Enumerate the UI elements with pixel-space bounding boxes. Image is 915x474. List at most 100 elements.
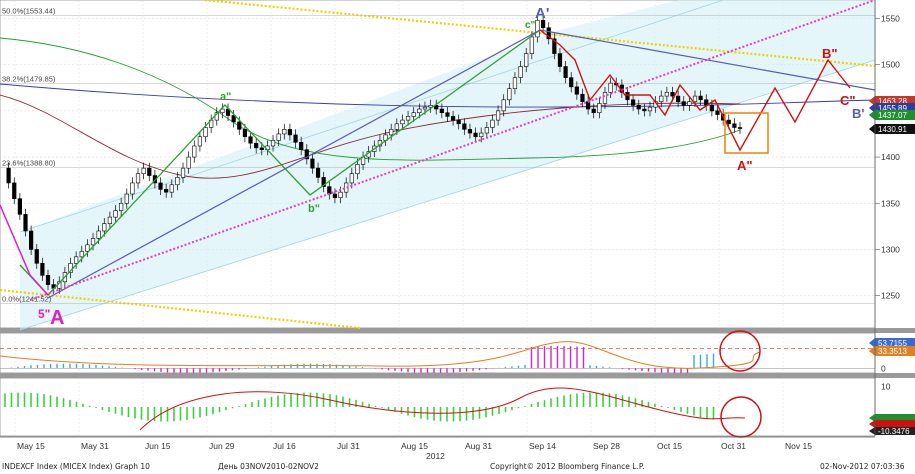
wave-label: c"	[525, 20, 536, 31]
candle-body	[389, 129, 394, 136]
candle-body	[259, 147, 264, 150]
candle-body	[107, 216, 112, 224]
candle-body	[158, 182, 163, 190]
osc2-tick-label: 10	[881, 381, 891, 391]
candle-body	[574, 86, 579, 95]
candle-body	[608, 82, 613, 93]
candle-body	[495, 110, 501, 121]
candle-body	[417, 108, 422, 114]
candle-body	[456, 119, 461, 125]
candle-body	[467, 129, 473, 134]
candle-body	[462, 123, 467, 130]
wave-label: C"	[840, 93, 856, 108]
candle-body	[85, 244, 90, 252]
price-tick-label: 1350	[881, 198, 900, 208]
x-tick-label: Oct 31	[721, 441, 746, 451]
candle-body	[34, 249, 39, 264]
candle-body	[737, 127, 743, 129]
fib-level-label: 0.0%(1241.52)	[2, 294, 52, 303]
candle-body	[535, 20, 540, 38]
candle-body	[405, 116, 411, 121]
x-tick-label: Jul 31	[337, 441, 360, 451]
x-tick-label: Sep 28	[593, 441, 620, 451]
candle-body	[524, 53, 529, 67]
candle-body	[490, 119, 495, 128]
price-flag-value: 1463.28	[878, 97, 907, 106]
candle-body	[192, 145, 197, 158]
candle-body	[45, 275, 51, 285]
osc1-highlight-circle	[719, 330, 761, 372]
footer-bar: INDEXCF Index (MICEX Index) Graph 10 Ден…	[0, 461, 915, 474]
candle-body	[715, 110, 720, 115]
yellow-support-line	[0, 288, 361, 330]
candle-body	[434, 105, 439, 110]
candle-body	[439, 108, 444, 114]
candle-body	[529, 36, 534, 54]
oscillator-1-panel	[0, 332, 876, 374]
candle-body	[664, 92, 669, 97]
candle-body	[113, 210, 118, 218]
candle-body	[687, 101, 692, 106]
footer-period: День 03NOV2010-02NOV2	[218, 462, 319, 471]
candle-body	[631, 99, 636, 106]
wave-label: a"	[220, 91, 231, 103]
price-tick-label: 1250	[881, 291, 900, 301]
wave-label: B"	[822, 46, 838, 61]
candle-body	[282, 129, 287, 135]
candle-body	[698, 95, 703, 101]
fib-level-label: 38.2%(1479.85)	[2, 74, 56, 83]
candle-body	[512, 77, 518, 89]
candle-body	[175, 177, 180, 186]
candle-body	[580, 93, 585, 102]
candle-body	[332, 193, 338, 199]
candle-body	[17, 198, 22, 215]
osc2-flag-value: -10.3476	[878, 427, 910, 436]
candle-body	[96, 230, 101, 239]
candle-body	[169, 184, 174, 193]
candle-body	[68, 263, 73, 273]
candle-body	[254, 142, 259, 149]
fib-level-label: 50.0%(1553.44)	[2, 6, 56, 15]
wave-label: A"	[737, 158, 753, 173]
wave-label: A	[50, 307, 64, 329]
candle-body	[585, 101, 591, 110]
osc2-flag	[869, 427, 915, 435]
candle-body	[709, 105, 714, 112]
x-tick-label: Oct 15	[657, 441, 682, 451]
ma-blue	[0, 83, 876, 108]
candle-body	[130, 182, 135, 195]
candle-body	[310, 158, 315, 169]
candle-body	[23, 214, 28, 232]
candle-body	[40, 263, 45, 276]
x-tick-label: Nov 15	[785, 441, 812, 451]
x-tick-label: Jul 16	[273, 441, 296, 451]
candle-body	[552, 38, 557, 54]
candle-body	[569, 77, 574, 88]
candle-body	[79, 251, 84, 258]
wave-label: B'	[852, 106, 864, 121]
channel-fill	[20, 0, 875, 330]
candle-body	[197, 136, 203, 147]
wave-label: A'	[535, 5, 549, 22]
candle-body	[102, 223, 107, 232]
candle-body	[597, 103, 602, 114]
candle-body	[124, 193, 129, 204]
candle-body	[642, 108, 647, 112]
candle-body	[299, 141, 304, 150]
candle-body	[501, 99, 506, 112]
candle-body	[141, 167, 146, 175]
candle-body	[355, 164, 360, 175]
candle-body	[557, 53, 563, 67]
osc1-flag	[869, 338, 915, 348]
candle-body	[287, 129, 293, 136]
candle-body	[563, 66, 568, 78]
wave-magenta-line	[0, 204, 49, 296]
candle-body	[625, 92, 630, 101]
footer-index-name: INDEXCF Index (MICEX Index) Graph 10	[2, 462, 150, 471]
candle-body	[12, 182, 17, 199]
candle-body	[659, 95, 664, 102]
price-flag	[869, 124, 915, 134]
candle-body	[518, 66, 523, 78]
candle-body	[338, 191, 343, 199]
